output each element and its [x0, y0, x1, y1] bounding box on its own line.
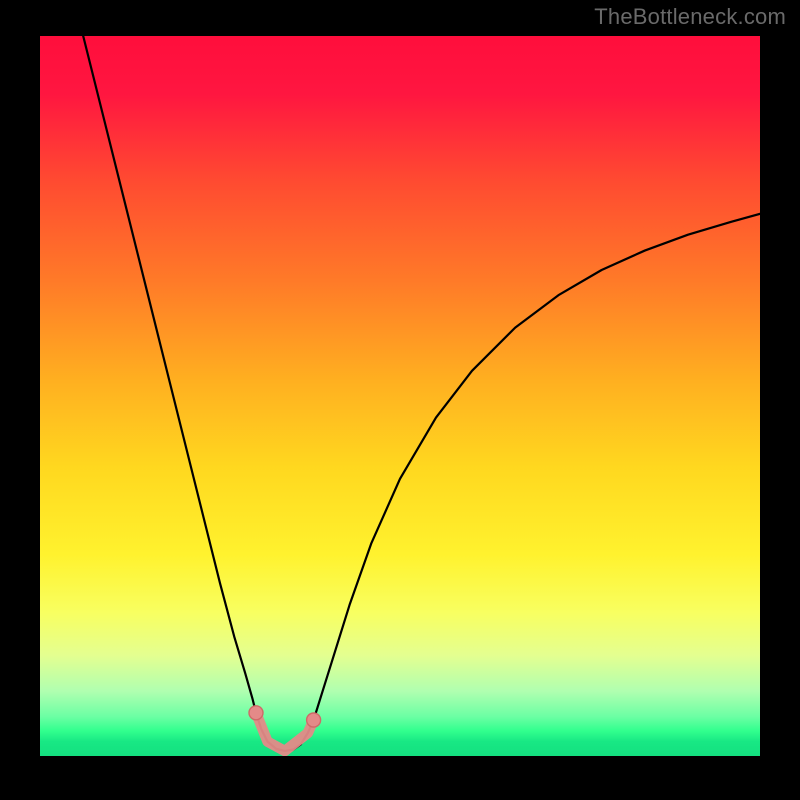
- marker-dot: [307, 713, 321, 727]
- chart-svg: [40, 36, 760, 756]
- watermark-text: TheBottleneck.com: [594, 4, 786, 30]
- plot-background: [40, 36, 760, 756]
- plot-area: [40, 36, 760, 756]
- marker-dot: [249, 706, 263, 720]
